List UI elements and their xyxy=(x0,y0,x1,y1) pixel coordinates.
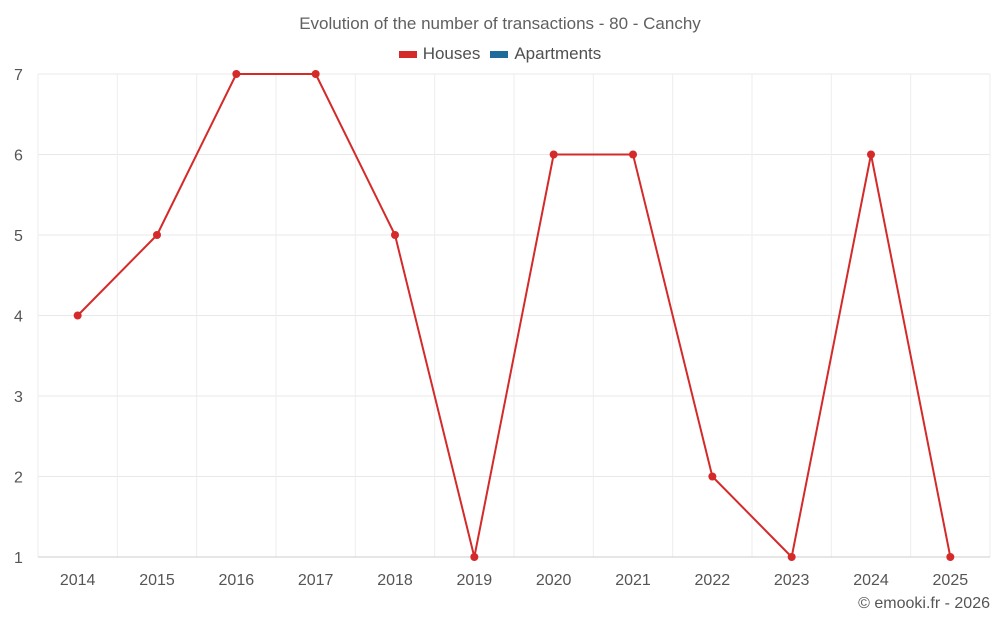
data-point[interactable] xyxy=(153,231,161,239)
x-tick-label: 2018 xyxy=(377,572,413,589)
data-point[interactable] xyxy=(708,472,717,481)
y-tick-label: 2 xyxy=(14,470,23,487)
data-point[interactable] xyxy=(391,231,399,239)
data-point[interactable] xyxy=(867,150,875,159)
x-tick-label: 2017 xyxy=(298,572,334,589)
y-tick-label: 1 xyxy=(14,550,23,567)
data-point[interactable] xyxy=(549,150,558,159)
series-line-houses xyxy=(76,73,952,558)
y-tick-label: 3 xyxy=(14,389,23,406)
x-tick-label: 2023 xyxy=(774,572,810,589)
legend-label-houses: Houses xyxy=(422,44,481,63)
legend-label-apartments: Apartments xyxy=(514,44,602,63)
data-point[interactable] xyxy=(787,553,796,561)
data-point[interactable] xyxy=(629,150,637,159)
data-point[interactable] xyxy=(311,70,320,78)
x-tick-label: 2021 xyxy=(615,572,651,589)
legend-item-houses[interactable]: Houses xyxy=(398,44,481,64)
legend: Houses Apartments xyxy=(0,44,1000,64)
chart-title: Evolution of the number of transactions … xyxy=(299,14,701,33)
y-tick-label: 7 xyxy=(14,67,23,84)
x-tick-label: 2020 xyxy=(536,572,572,589)
x-tick-label: 2022 xyxy=(695,572,731,589)
legend-item-apartments[interactable]: Apartments xyxy=(490,44,601,64)
y-tick-label: 6 xyxy=(14,148,23,165)
x-tick-label: 2015 xyxy=(139,572,175,589)
data-point[interactable] xyxy=(946,553,955,561)
x-tick-label: 2025 xyxy=(933,572,969,589)
legend-swatch-houses xyxy=(398,50,417,58)
data-point[interactable] xyxy=(470,553,479,561)
x-tick-label: 2016 xyxy=(219,572,255,589)
x-tick-label: 2024 xyxy=(853,572,889,589)
x-tick-label: 2014 xyxy=(60,572,96,589)
data-point[interactable] xyxy=(232,70,241,78)
x-tick-label: 2019 xyxy=(457,572,493,589)
y-tick-label: 4 xyxy=(14,309,23,326)
credit-text: © emooki.fr - 2026 xyxy=(858,595,990,612)
data-point[interactable] xyxy=(73,311,82,320)
y-tick-label: 5 xyxy=(14,228,23,245)
legend-swatch-apartments xyxy=(490,50,509,58)
